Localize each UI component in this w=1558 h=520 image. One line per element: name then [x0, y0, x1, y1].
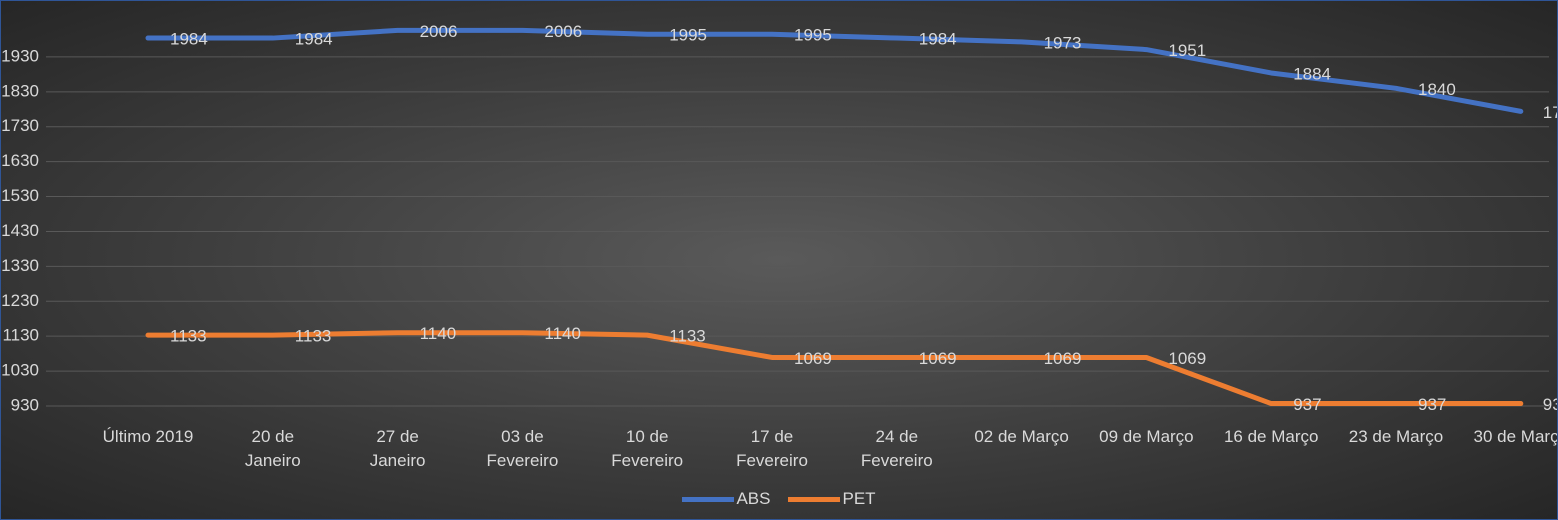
data-label: 1984 [295, 30, 333, 49]
data-label: 937 [1418, 395, 1446, 414]
data-label: 1133 [170, 327, 207, 346]
data-label: 2006 [544, 22, 582, 41]
x-tick-label: 16 de Março [1223, 427, 1319, 446]
y-tick-label: 1330 [1, 256, 39, 275]
data-label: 1069 [919, 349, 957, 368]
y-tick-label: 1730 [1, 116, 39, 135]
x-tick-label: 03 de Fevereiro [486, 427, 559, 470]
data-label: 1774 [1543, 103, 1557, 122]
legend-label: PET [842, 489, 876, 508]
legend-swatch [788, 496, 841, 502]
data-label: 1995 [794, 26, 832, 45]
data-label: 1884 [1293, 64, 1331, 83]
data-label: 1973 [1044, 33, 1082, 52]
legend-item: ABS [682, 489, 770, 509]
series-line [145, 27, 1524, 114]
legend-label: ABS [736, 489, 771, 508]
data-label: 1133 [295, 327, 332, 346]
y-tick-label: 1430 [1, 221, 39, 240]
x-tick-label: 17 de Fevereiro [736, 427, 808, 470]
y-tick-label: 1230 [1, 291, 39, 310]
data-label: 1140 [420, 324, 457, 343]
x-tick-label: 24 de Fevereiro [860, 427, 933, 470]
x-tick-label: 23 de Março [1348, 427, 1444, 446]
y-tick-label: 1530 [1, 186, 39, 205]
legend-swatch [682, 496, 735, 502]
x-tick-label: 10 de Fevereiro [611, 427, 684, 470]
data-label: 2006 [420, 22, 458, 41]
y-tick-label: 1830 [1, 81, 39, 100]
data-label: 1069 [1168, 349, 1206, 368]
data-label: 1069 [794, 349, 832, 368]
y-tick-label: 1030 [1, 361, 39, 380]
x-tick-label: 20 de Janeiro [244, 427, 301, 470]
y-tick-label: 930 [11, 395, 39, 414]
x-tick-label: Último 2019 [102, 427, 194, 446]
data-label: 937 [1293, 395, 1321, 414]
legend-item: PET [788, 489, 876, 509]
x-tick-label: 30 de Março [1473, 427, 1558, 446]
x-tick-label: 09 de Março [1099, 427, 1194, 446]
data-label: 1951 [1168, 41, 1206, 60]
data-label: 1984 [170, 30, 208, 49]
data-label: 1140 [544, 324, 581, 343]
data-label: 1840 [1418, 80, 1456, 99]
y-tick-label: 1930 [1, 46, 39, 65]
data-label: 937 [1543, 395, 1557, 414]
y-tick-label: 1630 [1, 151, 39, 170]
x-tick-label: 27 de Janeiro [369, 427, 426, 470]
data-label: 1984 [919, 30, 957, 49]
data-label: 1133 [669, 327, 706, 346]
series-line [145, 330, 1524, 407]
data-label: 1069 [1044, 349, 1082, 368]
y-tick-label: 1130 [2, 326, 39, 345]
x-tick-label: 02 de Março [974, 427, 1069, 446]
data-label: 1995 [669, 26, 707, 45]
legend: ABS PET [1, 489, 1557, 509]
